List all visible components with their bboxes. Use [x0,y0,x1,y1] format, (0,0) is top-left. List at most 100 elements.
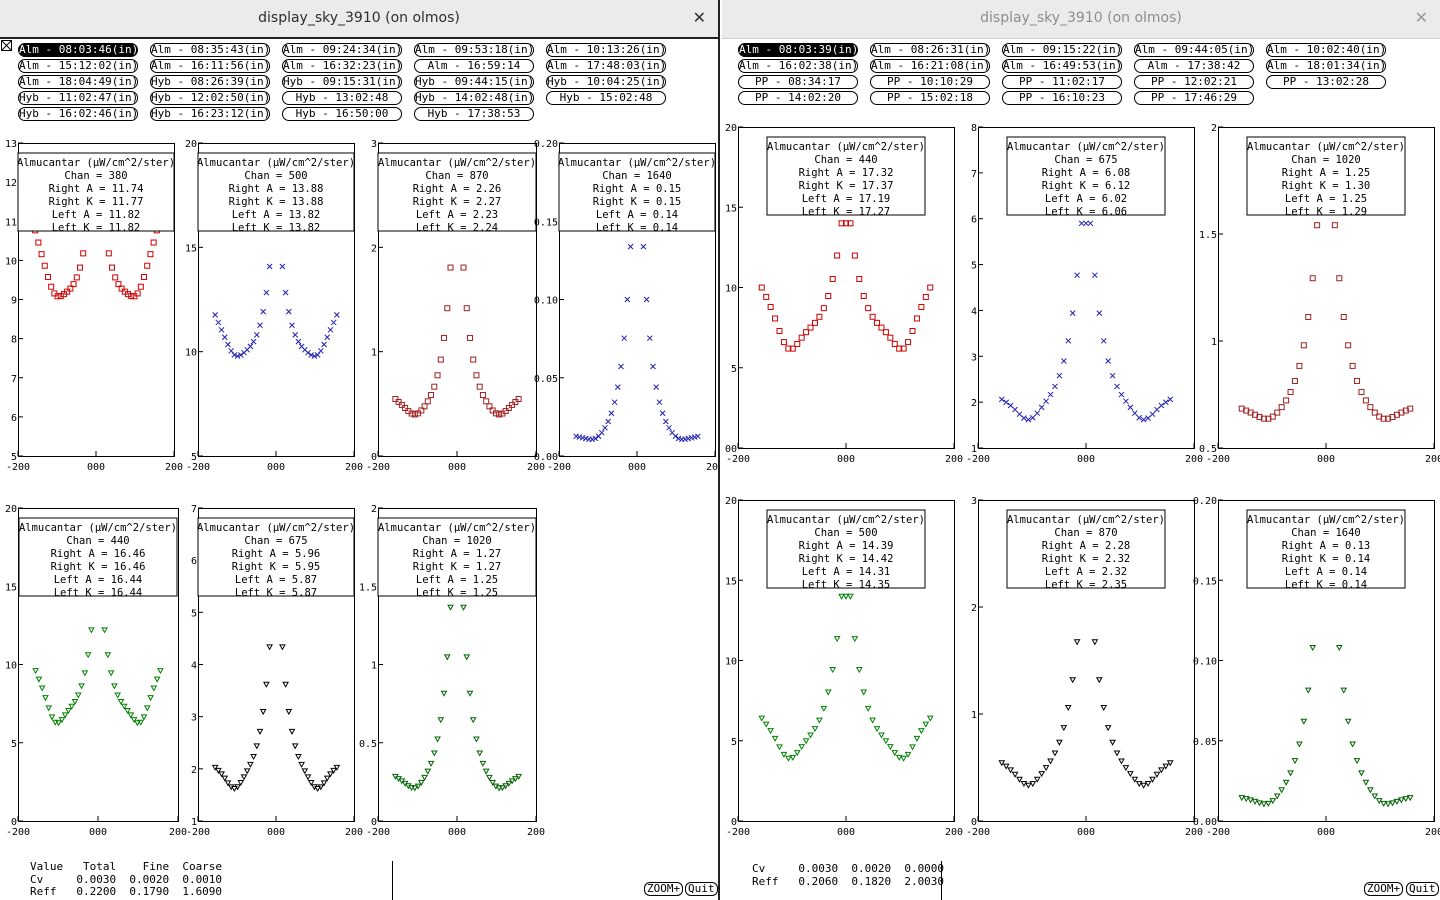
session-button[interactable]: Alm - 16:11:56(in) [150,59,271,73]
data-point [1016,776,1023,783]
session-button[interactable]: Hyb - 08:26:39(in) [150,75,271,89]
data-point [1358,770,1365,777]
x-tick-label: -200 [726,454,750,465]
session-button[interactable]: PP - 12:02:21 [1134,75,1254,89]
data-point [1029,781,1037,788]
plot-frame [378,143,537,457]
session-button[interactable]: Alm - 09:53:18(in) [414,43,535,57]
session-button[interactable]: Hyb - 16:02:46(in) [18,107,139,121]
session-button[interactable]: PP - 13:02:28 [1266,75,1386,89]
y-tick-label: 0.20 [534,139,558,150]
session-button[interactable]: Hyb - 13:02:48 [282,91,402,105]
data-point [1033,776,1041,783]
data-point [250,338,257,345]
session-button[interactable]: Alm - 17:38:42 [1134,59,1254,73]
data-point [460,604,467,611]
quit-button[interactable]: Quit [1406,882,1439,896]
title-bar[interactable]: display_sky_3910 (on olmos) ✕ [0,0,718,39]
session-button[interactable]: PP - 14:02:20 [738,91,858,105]
session-button[interactable]: Hyb - 15:02:48 [546,91,666,105]
quit-button[interactable]: Quit [685,882,718,896]
data-point [900,345,907,352]
y-tick-label: 0 [971,817,977,828]
session-button[interactable]: PP - 17:46:29 [1134,91,1254,105]
session-button[interactable]: Alm - 10:02:40(in) [1266,43,1387,57]
session-button[interactable]: Alm - 08:03:46(in) [18,43,139,57]
data-point [598,429,605,436]
data-point [240,774,248,781]
session-button[interactable]: Alm - 18:04:49(in) [18,75,139,89]
session-button[interactable]: PP - 15:02:18 [870,91,990,105]
data-point [776,327,783,334]
data-point [589,436,596,443]
data-point [434,736,441,743]
y-tick-label: 6 [11,413,17,424]
close-icon[interactable]: ✕ [692,8,706,27]
session-button[interactable]: Alm - 16:21:08(in) [870,59,991,73]
session-button[interactable]: Alm - 15:12:02(in) [18,59,139,73]
zoom-button[interactable]: ZOOM+ [644,882,684,896]
data-point [1305,313,1312,320]
data-point [279,644,286,651]
data-point [434,372,441,379]
data-point [1007,402,1014,409]
data-point [1100,337,1107,344]
data-point [64,288,71,295]
zoom-button[interactable]: ZOOM+ [1364,882,1404,896]
session-button[interactable]: Alm - 08:35:43(in) [150,43,271,57]
data-point [1074,272,1080,279]
session-button[interactable]: Hyb - 14:02:48(in) [414,91,535,105]
session-button[interactable]: Hyb - 17:38:53 [414,107,534,121]
session-button[interactable]: Alm - 16:32:23(in) [282,59,403,73]
session-button[interactable]: Hyb - 12:02:50(in) [150,91,271,105]
session-button[interactable]: PP - 10:10:29 [870,75,990,89]
session-button[interactable]: PP - 08:34:17 [738,75,858,89]
session-button[interactable]: PP - 16:10:23 [1002,91,1122,105]
session-button[interactable]: Alm - 16:49:53(in) [1002,59,1123,73]
session-button[interactable]: Alm - 09:15:22(in) [1002,43,1123,57]
y-tick-label: 3 [371,139,377,150]
session-button[interactable]: Hyb - 09:44:15(in) [414,75,535,89]
session-button[interactable]: Alm - 09:24:34(in) [282,43,403,57]
data-point [816,717,823,724]
x-box-icon[interactable] [1,40,12,51]
data-point [431,383,438,390]
data-point [1287,389,1294,396]
session-button[interactable]: Hyb - 16:23:12(in) [150,107,271,121]
data-point [666,424,672,431]
data-point [144,262,151,269]
data-point [1345,342,1352,349]
session-button[interactable]: Alm - 16:02:38(in) [738,59,859,73]
data-point [411,411,418,418]
legend-line: Left K = 1.25 [416,587,498,599]
session-button[interactable]: Alm - 16:59:14 [414,59,534,73]
data-point [311,353,318,359]
session-button[interactable]: Alm - 10:13:26(in) [546,43,667,57]
session-button[interactable]: Alm - 17:48:03(in) [546,59,667,73]
data-point [659,410,666,417]
session-button[interactable]: Alm - 18:01:34(in) [1266,59,1387,73]
data-point [109,264,116,271]
y-tick-label: 15 [725,576,737,587]
legend-line: Left K = 0.14 [1285,579,1367,591]
session-button[interactable]: Alm - 08:26:31(in) [870,43,991,57]
session-button[interactable]: Hyb - 16:50:00 [282,107,402,121]
data-point [292,332,299,338]
session-button[interactable]: Hyb - 09:15:31(in) [282,75,403,89]
y-tick-label: 1.5 [1199,230,1217,241]
data-point [228,347,235,354]
session-button[interactable]: PP - 11:02:17 [1002,75,1122,89]
legend-line: Right A = 16.46 [51,548,146,560]
session-button[interactable]: Alm - 09:44:05(in) [1134,43,1255,57]
data-point [127,712,135,719]
data-point [1278,787,1286,794]
data-point [1016,411,1023,418]
session-button[interactable]: Hyb - 11:02:47(in) [18,91,139,105]
close-icon[interactable]: ✕ [1414,8,1428,27]
session-button[interactable]: Alm - 08:03:39(in) [738,43,859,57]
data-point [256,728,264,735]
title-bar[interactable]: display_sky_3910 (on olmos) ✕ [722,0,1440,39]
data-point [1025,416,1032,423]
session-button[interactable]: Hyb - 10:04:25(in) [546,75,667,89]
data-point [125,291,132,298]
